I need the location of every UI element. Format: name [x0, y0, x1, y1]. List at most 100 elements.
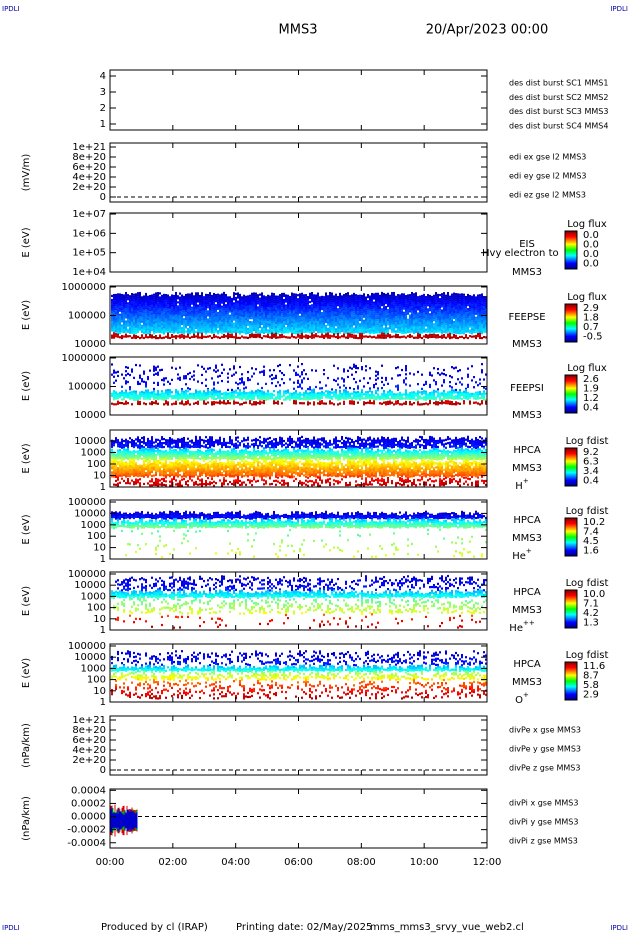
spectrogram-cell [405, 323, 407, 326]
spectrogram-cell [125, 370, 127, 373]
spectrogram-cell [325, 326, 327, 330]
spectrogram-cell [279, 314, 281, 317]
spectrogram-cell [259, 395, 261, 399]
spectrogram-cell [179, 292, 181, 295]
spectrogram-cell [199, 336, 201, 339]
spectrogram-cell [233, 394, 235, 397]
spectrogram-cell [201, 318, 203, 321]
spectrogram-cell [373, 301, 375, 304]
spectrogram-cell [391, 318, 393, 321]
spectrogram-cell [311, 332, 313, 335]
spectrogram-cell [173, 394, 175, 398]
spectrogram-cell [323, 306, 325, 309]
spectrogram-cell [463, 295, 465, 298]
spectrogram-cell [175, 324, 177, 327]
spectrogram-cell [457, 309, 459, 312]
spectrogram-cell [375, 389, 377, 393]
spectrogram-cell [353, 390, 355, 394]
spectrogram-cell [485, 324, 487, 327]
spectrogram-cell [425, 390, 427, 393]
spectrogram-cell [445, 323, 447, 326]
spectrogram-cell [437, 312, 439, 315]
spectrogram-cell [347, 316, 349, 319]
spectrogram-cell [371, 315, 373, 318]
spectrogram-cell [275, 374, 277, 377]
spectrogram-cell [247, 329, 249, 333]
spectrogram-cell [301, 315, 303, 318]
spectrogram-cell [483, 330, 485, 333]
spectrogram-cell [129, 373, 131, 377]
spectrogram-cell [333, 305, 335, 308]
spectrogram-cell [249, 336, 251, 339]
spectrogram-cell [405, 391, 407, 394]
spectrogram-cell [257, 397, 259, 400]
spectrogram-cell [441, 323, 443, 326]
spectrogram-cell [361, 366, 363, 369]
spectrogram-cell [177, 398, 179, 401]
spectrogram-cell [213, 317, 215, 320]
spectrogram-cell [353, 313, 355, 316]
spectrogram-cell [435, 300, 437, 303]
spectrogram-cell [463, 311, 465, 315]
spectrogram-cell [171, 366, 173, 369]
spectrogram-cell [163, 396, 165, 399]
spectrogram-cell [355, 326, 357, 329]
spectrogram-cell [421, 294, 423, 298]
spectrogram-cell [153, 395, 155, 399]
spectrogram-cell [299, 309, 301, 312]
spectrogram-cell [395, 336, 397, 339]
spectrogram-cell [485, 318, 487, 321]
spectrogram-cell [345, 389, 347, 392]
spectrogram-cell [407, 310, 409, 313]
spectrogram-cell [389, 308, 391, 312]
spectrogram-cell [451, 386, 453, 389]
spectrogram-cell [371, 303, 373, 306]
spectrogram-cell [185, 393, 187, 396]
spectrogram-cell [305, 330, 307, 333]
spectrogram-cell [213, 307, 215, 310]
spectrogram-cell [313, 298, 315, 301]
spectrogram-cell [123, 330, 125, 334]
spectrogram-cell [153, 299, 155, 302]
spectrogram-cell [219, 330, 221, 334]
spectrogram-cell [437, 326, 439, 329]
spectrogram-cell [417, 332, 419, 335]
spectrogram-cell [115, 371, 117, 374]
spectrogram-cell [253, 324, 255, 328]
spectrogram-cell [349, 311, 351, 314]
spectrogram-cell [267, 323, 269, 326]
spectrogram-cell [369, 394, 371, 397]
spectrogram-cell [451, 328, 453, 331]
spectrogram-cell [429, 383, 431, 387]
spectrogram-cell [325, 396, 327, 399]
spectrogram-cell [189, 336, 191, 339]
spectrogram-cell [119, 329, 121, 333]
spectrogram-cell [473, 312, 475, 315]
spectrogram-cell [155, 368, 157, 371]
spectrogram-cell [213, 369, 215, 372]
spectrogram-cell [215, 312, 217, 315]
spectrogram-cell [263, 393, 265, 396]
spectrogram-cell [391, 308, 393, 311]
spectrogram-cell [199, 390, 201, 393]
spectrogram-cell [255, 314, 257, 318]
spectrogram-cell [227, 376, 229, 379]
spectrogram-cell [319, 330, 321, 333]
spectrogram-cell [213, 395, 215, 398]
spectrogram-cell [251, 394, 253, 397]
spectrogram-cell [283, 313, 285, 316]
spectrogram-cell [255, 312, 257, 316]
spectrogram-cell [215, 316, 217, 319]
spectrogram-cell [475, 316, 477, 319]
spectrogram-cell [137, 324, 139, 327]
spectrogram-cell [255, 298, 257, 301]
spectrogram-cell [417, 326, 419, 329]
corner-label: IPDLI [2, 924, 20, 932]
spectrogram-cell [399, 304, 401, 307]
spectrogram-cell [283, 373, 285, 377]
spectrogram-cell [153, 391, 155, 395]
spectrogram-cell [175, 367, 177, 370]
spectrogram-cell [311, 291, 313, 295]
spectrogram-cell [475, 330, 477, 334]
spectrogram-cell [131, 311, 133, 314]
